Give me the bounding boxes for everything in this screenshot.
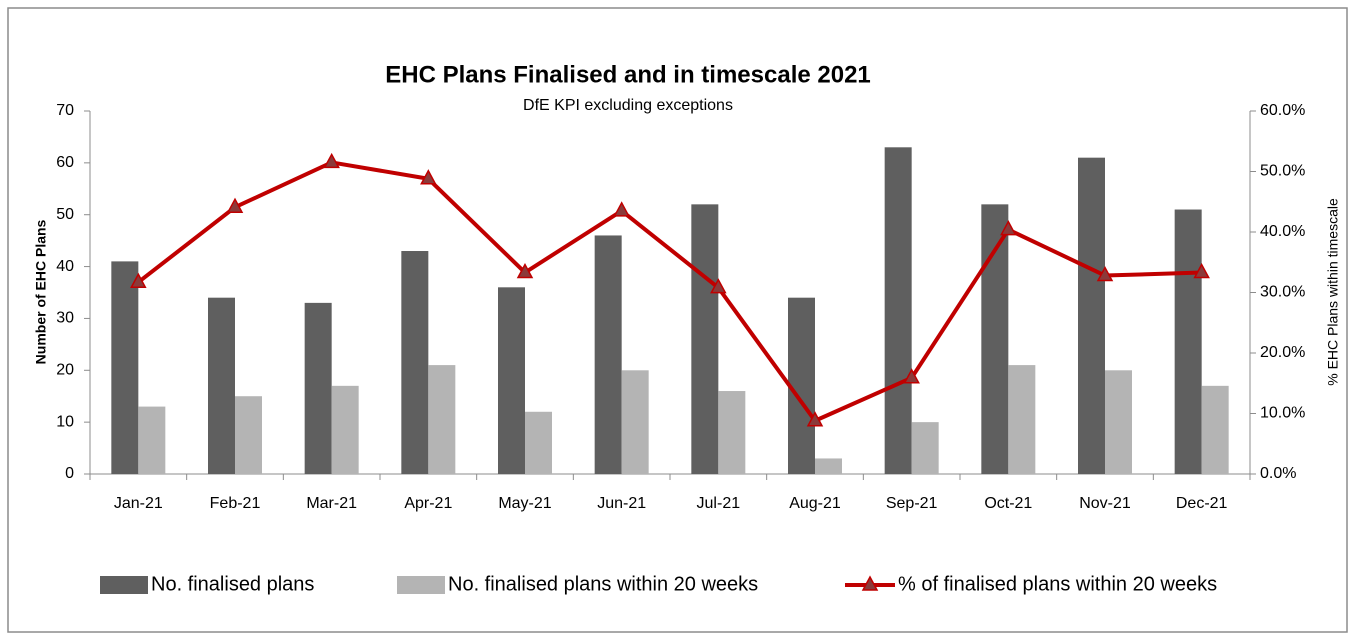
x-tick-label: May-21 bbox=[498, 495, 551, 512]
x-tick-label: Jun-21 bbox=[597, 495, 646, 512]
bar bbox=[1201, 385, 1229, 474]
chart-title: EHC Plans Finalised and in timescale 202… bbox=[385, 61, 871, 88]
chart-subtitle: DfE KPI excluding exceptions bbox=[523, 97, 733, 114]
legend-label: No. finalised plans bbox=[151, 573, 314, 595]
bar bbox=[1105, 370, 1132, 474]
x-tick-label: Mar-21 bbox=[306, 495, 357, 512]
y-tick-label: 10 bbox=[56, 413, 74, 430]
bar bbox=[884, 147, 912, 475]
bar bbox=[138, 406, 166, 474]
x-tick-label: Dec-21 bbox=[1176, 495, 1228, 512]
bar bbox=[691, 204, 719, 475]
x-tick-label: Nov-21 bbox=[1079, 495, 1131, 512]
bar bbox=[911, 422, 939, 474]
line-marker bbox=[806, 411, 824, 427]
bar bbox=[1174, 209, 1202, 474]
y-tick-label: 30 bbox=[56, 310, 74, 327]
line-series bbox=[137, 160, 1202, 423]
y-tick-label: 40 bbox=[56, 258, 74, 275]
y2-tick-label: 10.0% bbox=[1260, 405, 1305, 422]
bar bbox=[815, 458, 842, 474]
bar bbox=[428, 365, 456, 474]
line-marker bbox=[1193, 262, 1210, 279]
line-marker bbox=[1096, 265, 1114, 282]
y2-tick-label: 60.0% bbox=[1260, 102, 1305, 119]
y-tick-label: 0 bbox=[65, 465, 74, 482]
bar bbox=[111, 261, 139, 474]
line-marker bbox=[903, 368, 920, 384]
y-tick-label: 50 bbox=[56, 206, 74, 223]
bar bbox=[401, 251, 429, 474]
legend-swatch bbox=[397, 576, 445, 594]
x-tick-label: Apr-21 bbox=[404, 495, 452, 512]
bar bbox=[208, 297, 235, 474]
line-marker bbox=[420, 169, 437, 185]
bar bbox=[1008, 365, 1036, 474]
x-tick-label: Sep-21 bbox=[886, 495, 938, 512]
y-tick-label: 20 bbox=[56, 362, 74, 379]
y-tick-label: 70 bbox=[56, 102, 74, 119]
y2-tick-label: 20.0% bbox=[1260, 344, 1305, 361]
line-marker bbox=[1000, 219, 1017, 236]
bar bbox=[525, 411, 552, 474]
x-tick-label: Jul-21 bbox=[697, 495, 741, 512]
y2-axis-label: % EHC Plans within timescale bbox=[1325, 198, 1341, 386]
bar bbox=[718, 391, 746, 474]
line-marker bbox=[613, 201, 630, 217]
bar bbox=[981, 204, 1009, 475]
y2-tick-label: 0.0% bbox=[1260, 465, 1296, 482]
x-tick-label: Oct-21 bbox=[984, 495, 1032, 512]
bar bbox=[621, 370, 649, 474]
x-tick-label: Aug-21 bbox=[789, 495, 841, 512]
bar bbox=[235, 396, 262, 474]
bar bbox=[788, 297, 815, 474]
legend-label: % of finalised plans within 20 weeks bbox=[898, 573, 1217, 595]
y-axis-label: Number of EHC Plans bbox=[33, 219, 49, 364]
line-marker bbox=[516, 262, 534, 279]
legend-marker bbox=[861, 575, 879, 591]
bar bbox=[331, 385, 359, 474]
bar bbox=[304, 302, 332, 474]
y-tick-label: 60 bbox=[56, 154, 74, 171]
bar bbox=[498, 287, 525, 474]
y2-tick-label: 40.0% bbox=[1260, 223, 1305, 240]
bar bbox=[594, 235, 622, 474]
line-marker bbox=[323, 152, 340, 169]
y2-tick-label: 50.0% bbox=[1260, 163, 1305, 180]
legend-label: No. finalised plans within 20 weeks bbox=[448, 573, 758, 595]
y2-tick-label: 30.0% bbox=[1260, 284, 1305, 301]
line-marker bbox=[710, 278, 727, 294]
bar bbox=[1078, 157, 1105, 474]
line-marker bbox=[226, 197, 244, 213]
x-tick-label: Jan-21 bbox=[114, 495, 163, 512]
line-marker bbox=[130, 272, 147, 288]
x-tick-label: Feb-21 bbox=[210, 495, 261, 512]
legend-swatch bbox=[100, 576, 148, 594]
